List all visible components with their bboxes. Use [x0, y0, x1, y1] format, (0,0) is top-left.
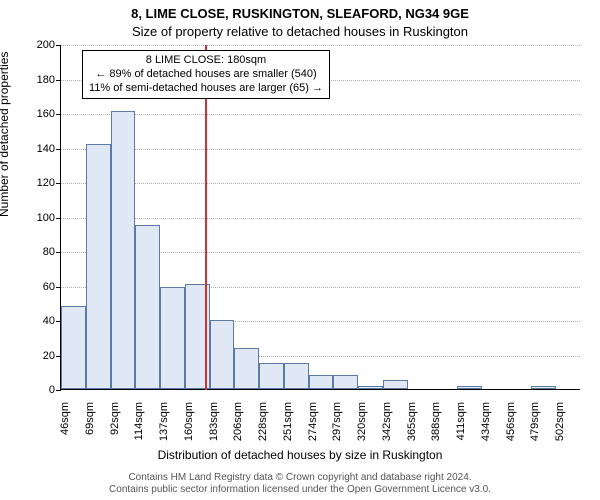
gridline [61, 218, 580, 219]
x-tick-label: 206sqm [232, 402, 244, 457]
x-tick-label: 456sqm [505, 402, 517, 457]
y-tick-mark [56, 287, 61, 288]
y-tick-mark [56, 252, 61, 253]
y-tick-label: 160 [15, 108, 55, 120]
x-tick-label: 320sqm [356, 402, 368, 457]
histogram-bar [531, 386, 556, 389]
y-tick-label: 20 [15, 350, 55, 362]
annotation-line-1: 8 LIME CLOSE: 180sqm [146, 54, 266, 66]
gridline [61, 114, 580, 115]
x-tick-label: 114sqm [133, 402, 145, 457]
gridline [61, 45, 580, 46]
footer-line-1: Contains HM Land Registry data © Crown c… [128, 472, 471, 483]
x-tick-label: 183sqm [208, 402, 220, 457]
histogram-bar [111, 111, 136, 389]
x-tick-label: 69sqm [84, 402, 96, 457]
y-axis-label: Number of detached properties [0, 52, 11, 217]
histogram-bar [86, 144, 111, 389]
chart-footer: Contains HM Land Registry data © Crown c… [0, 472, 600, 496]
y-tick-label: 100 [15, 212, 55, 224]
histogram-bar [309, 375, 334, 389]
gridline [61, 149, 580, 150]
histogram-bar [259, 363, 284, 389]
y-tick-label: 60 [15, 281, 55, 293]
x-tick-label: 46sqm [59, 402, 71, 457]
footer-line-2: Contains public sector information licen… [109, 484, 491, 495]
x-tick-label: 228sqm [257, 402, 269, 457]
histogram-bar [61, 306, 86, 389]
histogram-bar [135, 225, 160, 389]
y-tick-label: 180 [15, 74, 55, 86]
y-tick-mark [56, 218, 61, 219]
x-tick-label: 251sqm [282, 402, 294, 457]
y-tick-mark [56, 45, 61, 46]
y-tick-label: 0 [15, 384, 55, 396]
x-tick-label: 502sqm [554, 402, 566, 457]
histogram-bar [333, 375, 358, 389]
chart-subtitle: Size of property relative to detached ho… [0, 24, 600, 39]
chart-title-address: 8, LIME CLOSE, RUSKINGTON, SLEAFORD, NG3… [0, 6, 600, 21]
x-tick-label: 479sqm [529, 402, 541, 457]
x-tick-label: 342sqm [381, 402, 393, 457]
x-tick-label: 365sqm [406, 402, 418, 457]
y-tick-mark [56, 149, 61, 150]
y-tick-mark [56, 390, 61, 391]
annotation-box: 8 LIME CLOSE: 180sqm ← 89% of detached ho… [82, 50, 330, 99]
histogram-bar [358, 386, 383, 389]
histogram-bar [210, 320, 235, 389]
y-tick-mark [56, 80, 61, 81]
histogram-bar [457, 386, 482, 389]
x-tick-label: 411sqm [455, 402, 467, 457]
y-tick-label: 80 [15, 246, 55, 258]
y-tick-label: 200 [15, 39, 55, 51]
annotation-line-3: 11% of semi-detached houses are larger (… [89, 82, 323, 94]
y-tick-mark [56, 114, 61, 115]
y-tick-label: 40 [15, 315, 55, 327]
x-tick-label: 160sqm [183, 402, 195, 457]
x-tick-label: 92sqm [109, 402, 121, 457]
histogram-bar [284, 363, 309, 389]
x-tick-label: 274sqm [307, 402, 319, 457]
annotation-line-2: ← 89% of detached houses are smaller (54… [95, 68, 316, 80]
histogram-bar [383, 380, 408, 389]
property-size-chart: 8, LIME CLOSE, RUSKINGTON, SLEAFORD, NG3… [0, 0, 600, 500]
y-tick-label: 140 [15, 143, 55, 155]
histogram-bar [234, 348, 259, 389]
x-tick-label: 297sqm [331, 402, 343, 457]
x-tick-label: 388sqm [430, 402, 442, 457]
y-tick-label: 120 [15, 177, 55, 189]
x-tick-label: 137sqm [158, 402, 170, 457]
histogram-bar [160, 287, 185, 389]
y-tick-mark [56, 183, 61, 184]
gridline [61, 183, 580, 184]
x-tick-label: 434sqm [480, 402, 492, 457]
